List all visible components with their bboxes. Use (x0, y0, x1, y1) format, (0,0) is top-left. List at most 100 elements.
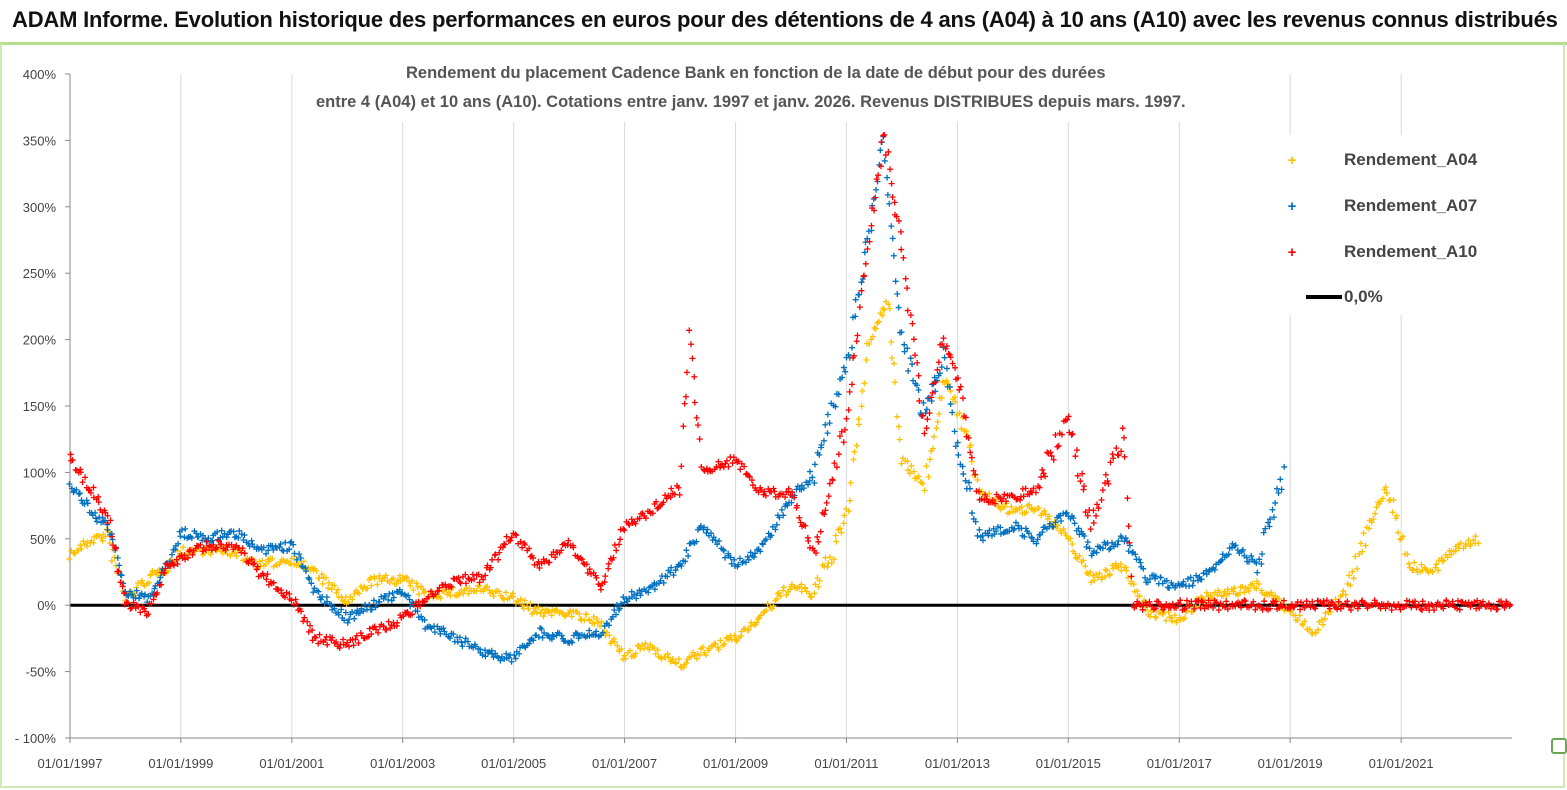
data-point (750, 554, 757, 561)
data-point (780, 584, 787, 591)
data-point (735, 458, 742, 465)
data-point (1140, 565, 1147, 572)
y-axis-ticks: 400% 350% 300% 250% 200% 150% 100% 50% 0% -50% - 1… (15, 67, 70, 746)
data-point (1239, 546, 1246, 553)
data-point (872, 325, 879, 332)
data-point (1350, 575, 1357, 582)
data-point (1363, 601, 1370, 608)
resize-handle-icon[interactable] (1551, 738, 1567, 754)
data-point (676, 656, 683, 663)
data-point (1301, 604, 1308, 611)
data-point (678, 562, 685, 569)
data-point (1094, 501, 1101, 508)
data-point (1272, 499, 1279, 506)
data-point (80, 538, 87, 545)
data-point (1347, 582, 1354, 589)
legend-label-a07: Rendement_A07 (1344, 196, 1478, 215)
data-point (846, 388, 853, 395)
data-point (1262, 525, 1269, 532)
data-point (747, 549, 754, 556)
data-point (1301, 618, 1308, 625)
data-point (388, 597, 395, 604)
data-point (764, 600, 771, 607)
data-point (712, 640, 719, 647)
data-point (1074, 472, 1081, 479)
data-point (182, 525, 189, 532)
data-point (829, 477, 836, 484)
data-point (1198, 597, 1205, 604)
data-point (1022, 525, 1029, 532)
data-point (293, 556, 300, 563)
data-point (548, 612, 555, 619)
data-point (1472, 533, 1479, 540)
data-point (924, 416, 931, 423)
data-point (189, 551, 196, 558)
data-point (1328, 598, 1335, 605)
data-point (887, 166, 894, 173)
data-point (525, 606, 532, 613)
data-point (770, 485, 777, 492)
data-point (620, 594, 627, 601)
data-point (188, 535, 195, 542)
data-point (1109, 451, 1116, 458)
data-point (852, 313, 859, 320)
data-point (910, 336, 917, 343)
data-point (415, 591, 422, 598)
data-point (286, 590, 293, 597)
data-point (73, 486, 80, 493)
data-point (1456, 606, 1463, 613)
data-point (1072, 550, 1079, 557)
data-point (816, 577, 823, 584)
data-point (901, 341, 908, 348)
data-point (675, 484, 682, 491)
data-point (256, 558, 263, 565)
data-point (210, 541, 217, 548)
data-point (861, 380, 868, 387)
data-point (331, 582, 338, 589)
data-point (1494, 606, 1501, 613)
data-point (174, 561, 181, 568)
data-point (288, 597, 295, 604)
data-point (1433, 561, 1440, 568)
data-point (1231, 585, 1238, 592)
data-point (1207, 601, 1214, 608)
data-point (715, 646, 722, 653)
data-point (323, 574, 330, 581)
data-point (1152, 613, 1159, 620)
data-point (532, 605, 539, 612)
data-point (1198, 576, 1205, 583)
data-point (1386, 602, 1393, 609)
data-point (1110, 455, 1117, 462)
data-point (891, 379, 898, 386)
data-point (1068, 431, 1075, 438)
data-point (1039, 529, 1046, 536)
data-point (486, 587, 493, 594)
data-point (891, 199, 898, 206)
data-point (389, 590, 396, 597)
data-point (580, 560, 587, 567)
data-point (806, 468, 813, 475)
data-point (1346, 572, 1353, 579)
data-point (448, 584, 455, 591)
data-point (926, 456, 933, 463)
data-point (109, 536, 116, 543)
data-point (565, 537, 572, 544)
data-point (1395, 529, 1402, 536)
data-point (583, 561, 590, 568)
data-point (1507, 601, 1514, 608)
data-point (301, 614, 308, 621)
data-point (621, 599, 628, 606)
legend-line-icon-zero (1306, 295, 1342, 299)
data-point (1256, 556, 1263, 563)
data-point (1269, 506, 1276, 513)
data-point (816, 451, 823, 458)
data-point (1373, 504, 1380, 511)
data-point (859, 387, 866, 394)
data-point (536, 565, 543, 572)
data-point (1180, 578, 1187, 585)
data-point (158, 581, 165, 588)
data-point (1326, 605, 1333, 612)
data-point (878, 138, 885, 145)
data-point (251, 560, 258, 567)
data-point (145, 611, 152, 618)
